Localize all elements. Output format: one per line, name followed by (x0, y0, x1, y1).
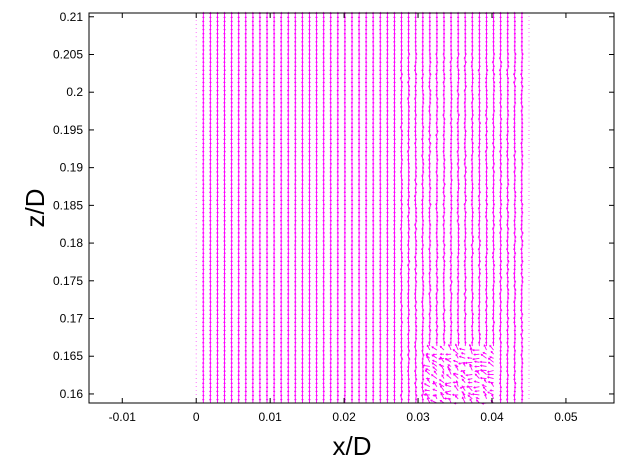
x-tick-label: -0.01 (109, 410, 137, 424)
y-tick-label: 0.165 (53, 349, 83, 363)
x-tick-label: 0.05 (554, 410, 578, 424)
plot-area-frame (88, 12, 615, 404)
y-tick-label: 0.195 (53, 123, 83, 137)
y-tick-label: 0.16 (60, 387, 84, 401)
y-tick-label: 0.18 (60, 236, 84, 250)
y-axis-label: z/D (20, 189, 50, 228)
x-tick-label: 0.01 (258, 410, 282, 424)
x-tick-label: 0.03 (406, 410, 430, 424)
y-tick-label: 0.21 (60, 10, 84, 24)
x-tick-label: 0.02 (332, 410, 356, 424)
x-axis-ticks: -0.01 0 0.01 0.02 0.03 0.04 0.05 (109, 13, 578, 424)
y-tick-label: 0.205 (53, 47, 83, 61)
y-tick-label: 0.19 (60, 161, 84, 175)
x-axis-label: x/D (333, 431, 372, 461)
y-tick-label: 0.2 (66, 85, 83, 99)
y-tick-label: 0.175 (53, 274, 83, 288)
x-tick-label: 0.04 (480, 410, 504, 424)
x-tick-label: 0 (193, 410, 200, 424)
y-axis-ticks: 0.160.1650.170.1750.180.1850.190.1950.20… (53, 10, 614, 401)
y-tick-label: 0.185 (53, 198, 83, 212)
y-tick-label: 0.17 (60, 312, 84, 326)
